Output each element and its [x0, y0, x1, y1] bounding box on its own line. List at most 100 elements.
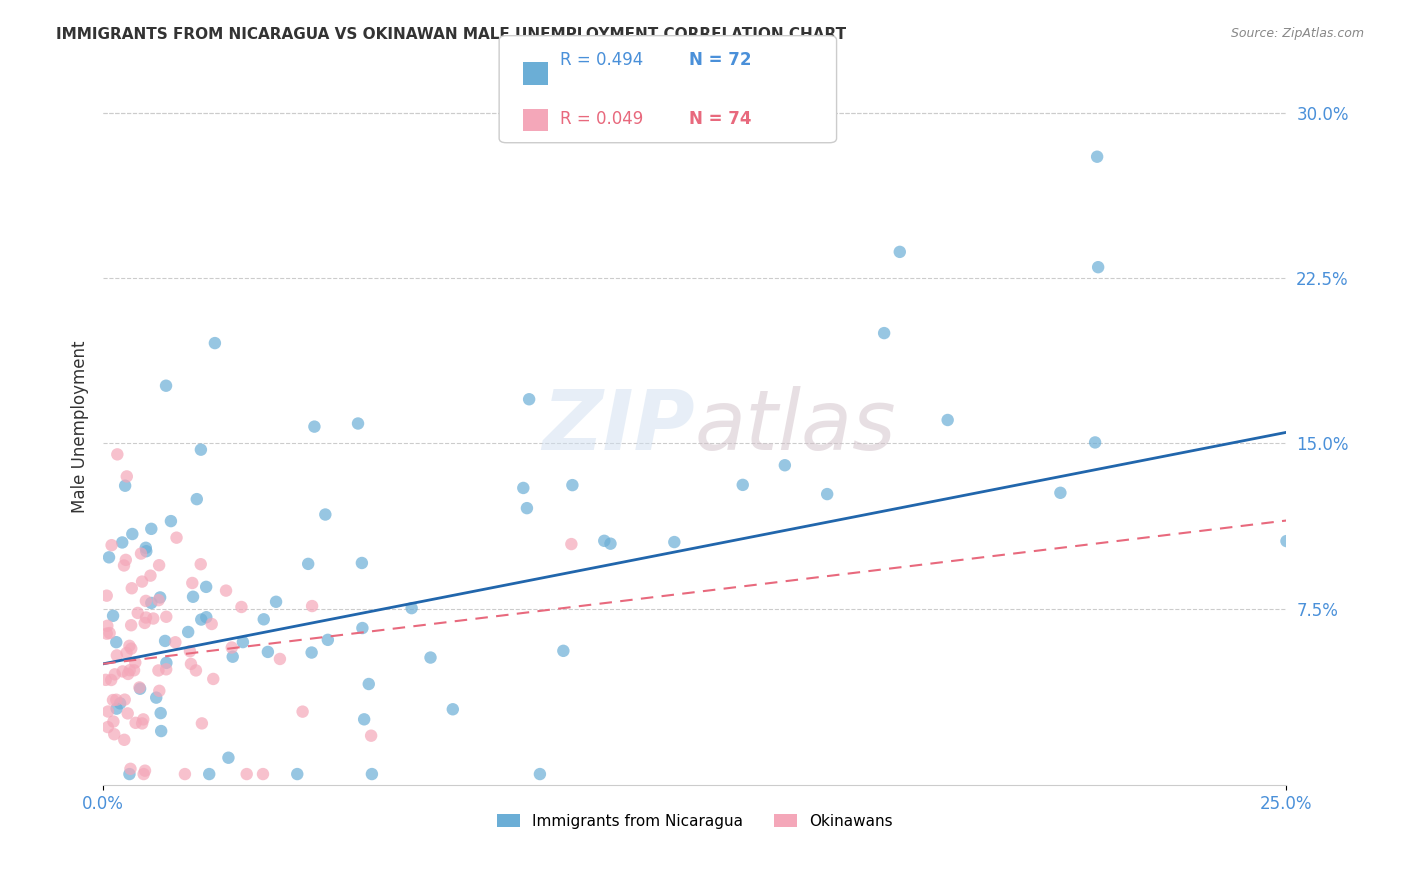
Immigrants from Nicaragua: [135, 544, 157, 558]
Okinawans: [124, 656, 146, 670]
Okinawans: [134, 764, 156, 778]
Immigrants from Nicaragua: [198, 767, 221, 781]
Immigrants from Nicaragua: [232, 635, 254, 649]
Immigrants from Nicaragua: [889, 244, 911, 259]
Okinawans: [360, 729, 382, 743]
Immigrants from Nicaragua: [304, 419, 326, 434]
Immigrants from Nicaragua: [361, 767, 384, 781]
Immigrants from Nicaragua: [441, 702, 464, 716]
Okinawans: [269, 652, 291, 666]
Immigrants from Nicaragua: [204, 336, 226, 351]
Immigrants from Nicaragua: [529, 767, 551, 781]
Okinawans: [98, 626, 121, 640]
Okinawans: [179, 644, 201, 658]
Immigrants from Nicaragua: [253, 612, 276, 626]
Immigrants from Nicaragua: [155, 656, 177, 670]
Immigrants from Nicaragua: [873, 326, 896, 340]
Okinawans: [112, 732, 135, 747]
Immigrants from Nicaragua: [149, 591, 172, 605]
Immigrants from Nicaragua: [114, 479, 136, 493]
Immigrants from Nicaragua: [352, 621, 374, 635]
Immigrants from Nicaragua: [257, 645, 280, 659]
Text: N = 74: N = 74: [689, 110, 751, 128]
Immigrants from Nicaragua: [773, 458, 796, 473]
Immigrants from Nicaragua: [593, 533, 616, 548]
Immigrants from Nicaragua: [141, 596, 163, 610]
Okinawans: [127, 606, 149, 620]
Okinawans: [202, 672, 225, 686]
Immigrants from Nicaragua: [105, 635, 128, 649]
Immigrants from Nicaragua: [145, 690, 167, 705]
Okinawans: [103, 714, 125, 729]
Okinawans: [96, 619, 118, 633]
Immigrants from Nicaragua: [316, 632, 339, 647]
Text: Source: ZipAtlas.com: Source: ZipAtlas.com: [1230, 27, 1364, 40]
Immigrants from Nicaragua: [111, 535, 134, 549]
Okinawans: [96, 589, 118, 603]
Okinawans: [252, 767, 274, 781]
Okinawans: [118, 663, 141, 677]
Okinawans: [97, 720, 120, 734]
Okinawans: [100, 538, 122, 552]
Immigrants from Nicaragua: [105, 701, 128, 715]
Okinawans: [191, 716, 214, 731]
Immigrants from Nicaragua: [936, 413, 959, 427]
Immigrants from Nicaragua: [553, 644, 575, 658]
Okinawans: [120, 641, 142, 656]
Text: R = 0.494: R = 0.494: [560, 51, 643, 69]
Okinawans: [118, 639, 141, 653]
Okinawans: [301, 599, 323, 613]
Okinawans: [174, 767, 197, 781]
Immigrants from Nicaragua: [401, 601, 423, 615]
Okinawans: [155, 662, 177, 676]
Okinawans: [112, 558, 135, 573]
Okinawans: [115, 469, 138, 483]
Immigrants from Nicaragua: [516, 501, 538, 516]
Okinawans: [131, 574, 153, 589]
Immigrants from Nicaragua: [285, 767, 308, 781]
Immigrants from Nicaragua: [314, 508, 336, 522]
Okinawans: [291, 705, 314, 719]
Immigrants from Nicaragua: [419, 650, 441, 665]
Okinawans: [221, 640, 243, 655]
Immigrants from Nicaragua: [121, 527, 143, 541]
Okinawans: [181, 576, 204, 591]
Legend: Immigrants from Nicaragua, Okinawans: Immigrants from Nicaragua, Okinawans: [491, 807, 898, 835]
Immigrants from Nicaragua: [217, 750, 239, 764]
Immigrants from Nicaragua: [190, 613, 212, 627]
Immigrants from Nicaragua: [155, 378, 177, 392]
Okinawans: [135, 594, 157, 608]
Immigrants from Nicaragua: [1085, 150, 1108, 164]
Okinawans: [96, 626, 118, 640]
Okinawans: [148, 664, 170, 678]
Okinawans: [111, 665, 134, 679]
Okinawans: [135, 610, 157, 624]
Immigrants from Nicaragua: [297, 557, 319, 571]
Immigrants from Nicaragua: [150, 724, 173, 739]
Immigrants from Nicaragua: [561, 478, 583, 492]
Okinawans: [105, 692, 128, 706]
Okinawans: [97, 705, 120, 719]
Immigrants from Nicaragua: [264, 595, 287, 609]
Okinawans: [165, 635, 187, 649]
Immigrants from Nicaragua: [731, 478, 754, 492]
Immigrants from Nicaragua: [129, 681, 152, 696]
Okinawans: [139, 568, 162, 582]
Text: R = 0.049: R = 0.049: [560, 110, 643, 128]
Okinawans: [215, 583, 238, 598]
Okinawans: [114, 553, 136, 567]
Text: ZIP: ZIP: [543, 386, 695, 467]
Okinawans: [560, 537, 582, 551]
Immigrants from Nicaragua: [222, 649, 245, 664]
Okinawans: [120, 762, 142, 776]
Text: R = 0.494   N = 72: R = 0.494 N = 72: [520, 71, 688, 89]
Okinawans: [201, 617, 224, 632]
Immigrants from Nicaragua: [512, 481, 534, 495]
Immigrants from Nicaragua: [149, 706, 172, 720]
Immigrants from Nicaragua: [1084, 435, 1107, 450]
Okinawans: [180, 657, 202, 671]
Immigrants from Nicaragua: [181, 590, 204, 604]
Immigrants from Nicaragua: [301, 646, 323, 660]
Immigrants from Nicaragua: [118, 767, 141, 781]
Okinawans: [184, 664, 207, 678]
